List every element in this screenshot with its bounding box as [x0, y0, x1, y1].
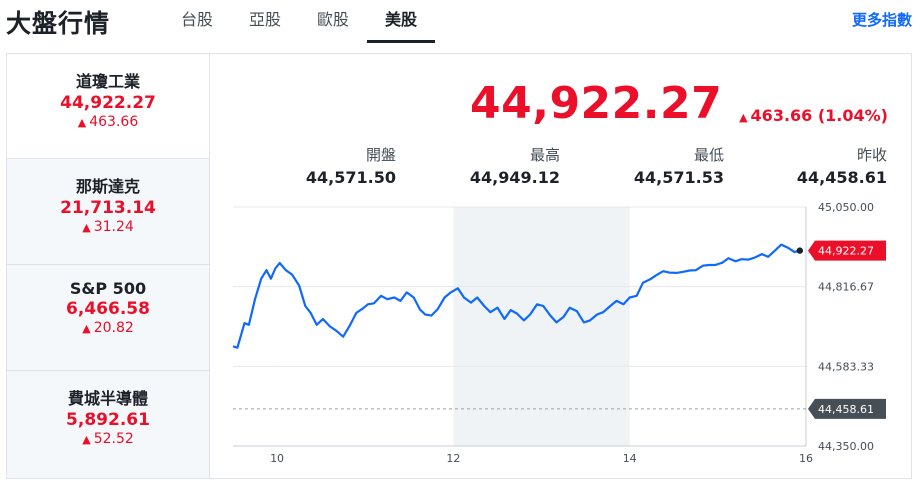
stat-label: 最低 — [693, 146, 724, 164]
sidebar-item-sox[interactable]: 費城半導體 5,892.61 ▲ 52.52 — [7, 371, 209, 478]
x-tick-label: 10 — [270, 452, 284, 465]
index-name: 費城半導體 — [67, 389, 148, 408]
y-tick-label: 44,350.00 — [818, 440, 874, 453]
index-sidebar: 道瓊工業 44,922.27 ▲ 463.66 那斯達克 21,713.14 ▲ 3… — [7, 54, 210, 478]
index-name: S&P 500 — [69, 279, 147, 298]
sidebar-item-dow-jones[interactable]: 道瓊工業 44,922.27 ▲ 463.66 — [7, 68, 209, 158]
x-tick-label: 12 — [446, 452, 460, 465]
index-price: 5,892.61 — [66, 410, 150, 430]
current-price-tag-label: 44,922.27 — [818, 245, 874, 258]
index-change: ▲ 463.66 — [7, 114, 209, 130]
header: 大盤行情 台股 亞股 歐股 美股 更多指數 — [0, 0, 920, 46]
index-price: 6,466.58 — [66, 299, 150, 319]
index-price: 44,922.27 — [60, 93, 156, 113]
last-point-marker — [796, 247, 804, 254]
tab-europe[interactable]: 歐股 — [316, 10, 349, 29]
stat-value: 44,458.61 — [796, 168, 887, 187]
tab-us[interactable]: 美股 — [367, 0, 435, 43]
index-change-value: 20.82 — [93, 320, 134, 336]
index-change-value: 463.66 — [89, 114, 139, 130]
divider — [7, 158, 209, 159]
divider — [7, 264, 209, 265]
up-arrow-icon: ▲ — [82, 433, 91, 446]
index-name: 那斯達克 — [75, 177, 140, 196]
main-change-value: 463.66 (1.04%) — [750, 106, 888, 125]
y-tick-label: 44,583.33 — [818, 360, 874, 373]
stat-high: 最高 44,949.12 — [410, 144, 560, 187]
current-price-tag — [808, 240, 886, 261]
index-change-value: 31.24 — [93, 219, 134, 235]
index-change-value: 52.52 — [93, 431, 134, 447]
market-tabs: 台股 亞股 歐股 美股 — [163, 0, 435, 46]
index-change: ▲ 31.24 — [7, 219, 209, 235]
stat-label: 最高 — [529, 146, 560, 164]
more-indices-link[interactable]: 更多指數 — [851, 11, 912, 29]
main-change: ▲ 463.66 (1.04%) — [739, 106, 888, 125]
up-arrow-icon: ▲ — [82, 221, 91, 234]
divider — [7, 370, 209, 371]
page-title: 大盤行情 — [6, 9, 111, 38]
stat-value: 44,571.53 — [633, 168, 724, 187]
index-change: ▲ 52.52 — [7, 431, 209, 447]
session-clear — [233, 207, 278, 446]
market-panel: 道瓊工業 44,922.27 ▲ 463.66 那斯達克 21,713.14 ▲ 3… — [6, 53, 912, 479]
up-arrow-icon: ▲ — [77, 116, 87, 129]
stat-label: 開盤 — [365, 146, 396, 164]
y-tick-label: 45,050.00 — [818, 201, 874, 214]
price-line — [232, 243, 801, 349]
stat-low: 最低 44,571.53 — [574, 144, 724, 187]
prev-close-tag-label: 44,458.61 — [818, 403, 874, 416]
main-price: 44,922.27 — [470, 78, 723, 129]
stat-value: 44,571.50 — [305, 168, 396, 187]
up-arrow-icon: ▲ — [82, 322, 91, 335]
x-tick-label: 16 — [799, 452, 813, 465]
sidebar-item-sp500[interactable]: S&P 500 6,466.58 ▲ 20.82 — [7, 265, 209, 370]
stat-label: 昨收 — [856, 146, 887, 164]
stat-open: 開盤 44,571.50 — [246, 144, 396, 187]
stat-value: 44,949.12 — [469, 168, 560, 187]
index-name: 道瓊工業 — [75, 72, 140, 91]
x-tick-label: 14 — [623, 452, 637, 465]
up-arrow-icon: ▲ — [739, 111, 748, 124]
y-tick-label: 44,816.67 — [818, 281, 874, 294]
stat-prev-close: 昨收 44,458.61 — [737, 144, 887, 187]
index-price: 21,713.14 — [60, 198, 156, 218]
sidebar-item-nasdaq[interactable]: 那斯達克 21,713.14 ▲ 31.24 — [7, 159, 209, 264]
session-shade — [453, 207, 630, 446]
index-change: ▲ 20.82 — [7, 320, 209, 336]
tab-taiwan[interactable]: 台股 — [180, 10, 213, 29]
tab-asia[interactable]: 亞股 — [248, 10, 281, 29]
prev-close-tag — [808, 398, 886, 419]
